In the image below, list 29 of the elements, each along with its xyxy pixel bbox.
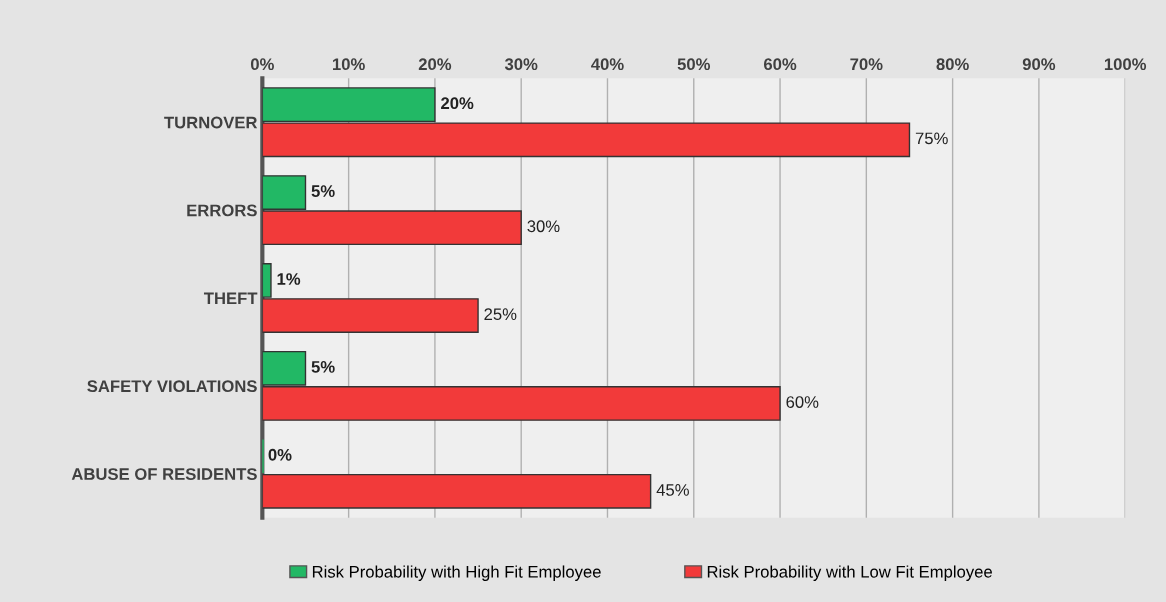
x-tick-label: 80% [936,58,969,71]
y-tick-label: THEFT [203,292,258,305]
data-label: 75% [915,132,948,145]
data-label: 25% [484,308,517,321]
data-label: 5% [311,185,335,197]
x-tick-label: 30% [504,58,538,71]
y-tick-label: ERRORS [187,204,257,217]
data-label: 45% [656,484,689,496]
data-label: 1% [277,273,301,285]
y-tick-label: SAFETY VIOLATIONS [87,380,257,393]
x-tick-label: 70% [850,58,883,71]
y-tick-label: TURNOVER [164,116,258,129]
bar [262,473,652,509]
x-tick-label: 60% [763,58,797,71]
data-label: 30% [527,220,560,233]
data-label: 20% [441,97,474,110]
data-label: 0% [268,448,292,461]
x-tick-label: 50% [677,58,711,71]
data-label: 60% [786,396,819,408]
legend-label: Risk Probability with High Fit Employee [312,565,601,581]
x-tick-label: 10% [333,58,365,71]
legend-label: Risk Probability with Low Fit Employee [707,565,992,581]
x-tick-label: 90% [1022,58,1056,71]
x-tick-label: 0% [250,58,274,71]
y-tick-label: ABUSE OF RESIDENTS [71,468,257,480]
data-label: 5% [311,361,335,373]
x-tick-label: 20% [418,58,452,71]
x-tick-label: 100% [1104,58,1147,71]
x-tick-label: 40% [591,58,624,71]
